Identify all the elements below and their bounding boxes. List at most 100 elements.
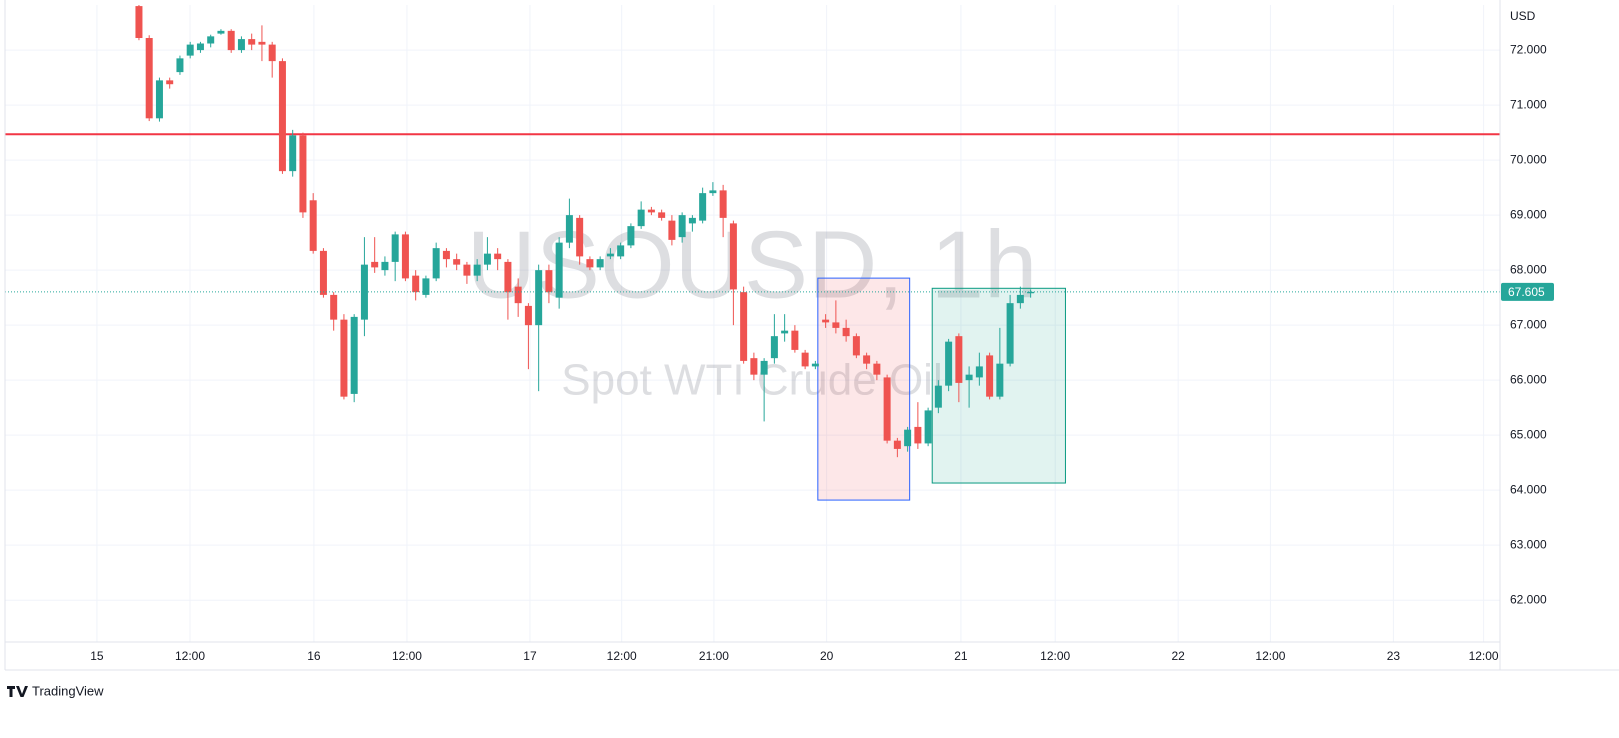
- candle-body: [781, 330, 789, 334]
- candle-body: [617, 245, 625, 257]
- axes: 62.000 63.000 64.000 65.000 66.000 67.000 68.0…: [90, 42, 1554, 663]
- candle-body: [504, 261, 512, 293]
- candle-body: [309, 200, 317, 251]
- candle-body: [893, 440, 901, 449]
- candle-body: [914, 426, 922, 444]
- candle-body: [770, 336, 778, 359]
- y-tick-label: 62.000: [1510, 592, 1547, 606]
- brand-logo: TradingView: [7, 683, 104, 698]
- candle-body: [432, 248, 440, 279]
- candle-body: [842, 327, 850, 337]
- candle-body: [699, 193, 707, 221]
- candle-body: [278, 61, 286, 172]
- y-tick-label: 66.000: [1510, 372, 1547, 386]
- candle-body: [904, 429, 912, 447]
- candle-body: [248, 39, 256, 45]
- candle-body: [811, 363, 819, 367]
- candle-body: [401, 234, 409, 279]
- candle-body: [986, 355, 994, 397]
- candle-body: [678, 215, 686, 238]
- y-tick-label: 64.000: [1510, 482, 1547, 496]
- y-tick-label: 67.000: [1510, 317, 1547, 331]
- candle-body: [268, 44, 276, 62]
- candle-body: [289, 135, 297, 172]
- currency-label: USD: [1510, 9, 1536, 23]
- candle-body: [217, 30, 225, 34]
- candle-body: [852, 336, 860, 356]
- candle-body: [647, 209, 655, 213]
- candle-body: [668, 220, 676, 240]
- x-tick-label: 12:00: [1469, 649, 1499, 663]
- y-tick-label: 63.000: [1510, 537, 1547, 551]
- candle-body: [391, 234, 399, 262]
- candle-body: [965, 374, 973, 381]
- candle-body: [740, 292, 748, 361]
- candle-body: [319, 250, 327, 295]
- candle-body: [934, 385, 942, 408]
- candle-body: [924, 410, 932, 444]
- candle-body: [1006, 303, 1014, 364]
- x-tick-label: 15: [90, 649, 104, 663]
- candle-body: [258, 41, 266, 45]
- x-tick-label: 22: [1172, 649, 1186, 663]
- candle-body: [637, 209, 645, 227]
- x-tick-label: 12:00: [1040, 649, 1070, 663]
- candle-body: [360, 264, 368, 320]
- candle-body: [494, 253, 502, 260]
- brand-name: TradingView: [32, 683, 104, 698]
- candle-body: [207, 36, 215, 44]
- x-tick-label: 20: [820, 649, 834, 663]
- candle-body: [873, 363, 881, 375]
- candle-body: [996, 363, 1004, 397]
- candle-body: [565, 215, 573, 243]
- x-tick-label: 12:00: [607, 649, 637, 663]
- candle-body: [166, 80, 174, 85]
- last-price-label: 67.605: [1508, 285, 1545, 299]
- candle-body: [606, 253, 614, 257]
- candle-body: [514, 286, 522, 304]
- candle-body: [801, 352, 809, 367]
- candle-body: [463, 264, 471, 276]
- candle-body: [586, 259, 594, 268]
- candle-body: [340, 319, 348, 397]
- grid: [5, 5, 1500, 642]
- x-tick-label: 21: [954, 649, 968, 663]
- plot-area: [5, 5, 1500, 501]
- x-tick-label: 12:00: [1255, 649, 1285, 663]
- y-tick-label: 72.000: [1510, 42, 1547, 56]
- candle-body: [955, 336, 963, 383]
- candle-body: [453, 259, 461, 265]
- candle-body: [975, 366, 983, 378]
- last-price-badge: [1501, 282, 1554, 301]
- candle-body: [186, 44, 194, 56]
- candle-body: [155, 80, 163, 119]
- candle-body: [237, 39, 245, 51]
- range-box: [817, 277, 911, 501]
- candle-body: [442, 250, 450, 260]
- candle-body: [719, 190, 727, 218]
- candle-body: [627, 226, 635, 246]
- candle-body: [688, 217, 696, 224]
- candle-body: [483, 253, 491, 265]
- candle-body: [791, 330, 799, 350]
- x-tick-label: 16: [307, 649, 321, 663]
- candle-body: [135, 6, 143, 39]
- candle-body: [227, 30, 235, 51]
- candle-body: [729, 223, 737, 290]
- candle-body: [412, 275, 420, 293]
- x-tick-label: 17: [523, 649, 537, 663]
- candle-body: [473, 264, 481, 276]
- candle-body: [145, 38, 153, 119]
- candle-body: [822, 319, 830, 323]
- candle-body: [555, 242, 563, 298]
- y-tick-label: 68.000: [1510, 262, 1547, 276]
- candle-body: [330, 294, 338, 320]
- candle-body: [750, 358, 758, 375]
- candle-body: [1016, 294, 1024, 304]
- candle-body: [381, 261, 389, 271]
- y-tick-label: 71.000: [1510, 97, 1547, 111]
- candle-body: [422, 278, 430, 295]
